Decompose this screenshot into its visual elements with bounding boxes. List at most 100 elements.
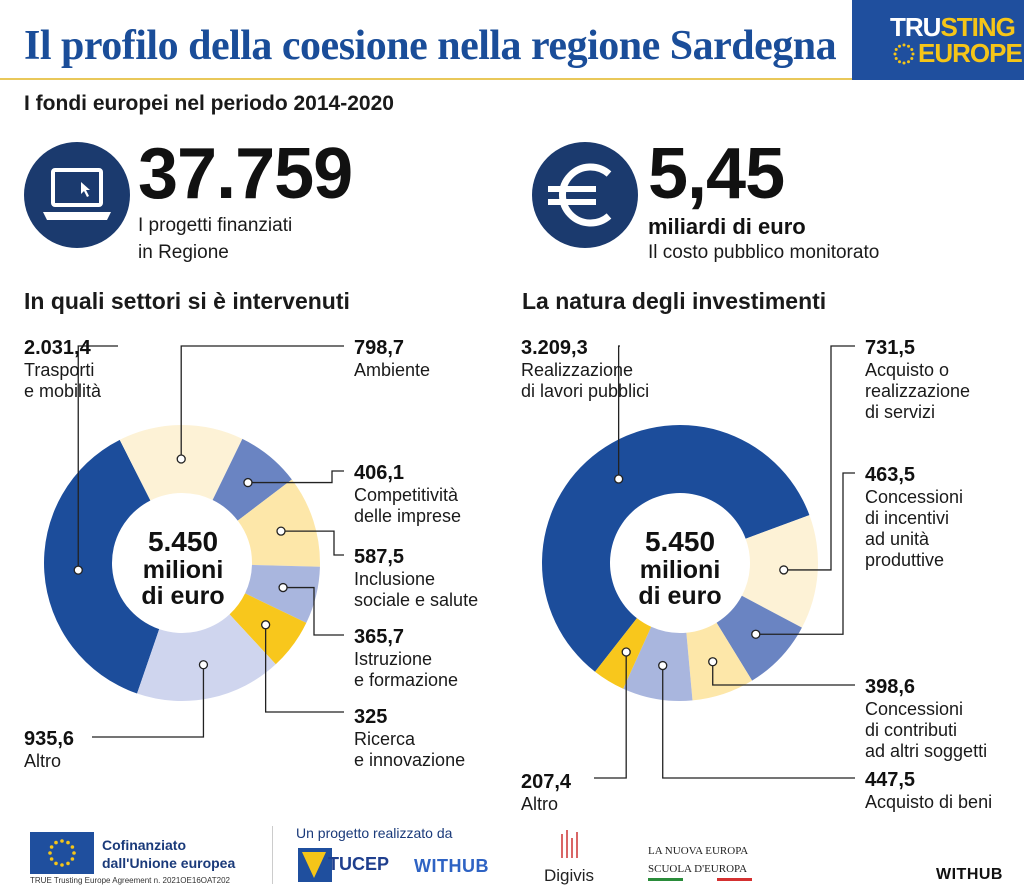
chart1-donut [43,345,344,738]
chart1-name-ambiente: Ambiente [354,360,431,380]
chart2-name-servizi: Acquisto o realizzazione di servizi [865,360,971,422]
subtitle: I fondi europei nel periodo 2014-2020 [24,92,394,115]
chart1-value-inclusione: 587,5 [354,546,405,568]
chart1-label-inclusione: 587,5 Inclusione sociale e salute [354,545,478,611]
chart1-slice-4 [245,564,320,623]
eu-stars-icon [893,43,915,65]
chart1-name-competitivita: Competitività delle imprese [354,485,462,526]
digivis-mark-icon [561,830,578,858]
footer-divider [272,826,273,884]
chart1-leader-dot-4 [278,582,288,593]
euro-icon [532,142,638,248]
chart2-leader-dot-1 [779,565,789,575]
chart2-leader-dot-3 [708,657,718,667]
chart2-name-incentivi: Concessioni di incentivi ad unità produt… [865,487,964,570]
chart2-leader-2 [755,472,855,635]
chart2-leader-dot-4 [658,660,668,671]
chart1-leader-dot-1 [176,454,186,464]
chart1-value-ricerca: 325 [354,706,388,728]
chart1-center-label: 5.450 milioni di euro [118,526,248,610]
laptop-icon [24,142,130,248]
chart2-value-contributi: 398,6 [865,676,916,698]
chart2-center-value: 5.450 [644,526,716,557]
chart2-name-beni: Acquisto di beni [865,792,993,812]
project-by: Un progetto realizzato da [296,825,453,841]
chart1-leader-dot-6 [198,660,209,670]
chart1-label-competitivita: 406,1 Competitività delle imprese [354,461,461,527]
projects-label-1: I progetti finanziati [138,215,293,236]
chart2-name-lavori: Realizzazione di lavori pubblici [521,360,650,401]
chart2-center-unit-2: di euro [638,582,722,610]
chart2-value-servizi: 731,5 [865,337,916,359]
eu-flag [30,832,94,874]
chart1-slice-3 [237,479,320,567]
chart1-slice-2 [212,438,292,521]
title-underline [0,78,852,80]
chart2-value-incentivi: 463,5 [865,464,916,486]
chart2-leader-0 [617,345,620,480]
withub-logo: WITHUB [414,856,489,876]
brand-logo-line1: TRUSTING [890,12,1016,42]
chart2-name-altro: Altro [521,794,559,814]
chart1-leader-0 [77,345,118,571]
chart2-slice-0 [541,424,810,672]
chart1-label-ricerca: 325 Ricerca e innovazione [354,705,465,771]
chart1-leader-dot-3 [276,526,286,536]
chart2-leader-dot-0 [613,474,624,484]
chart2-slice-2 [716,595,802,681]
chart1-value-altro: 935,6 [24,728,75,750]
chart2-leader-5 [594,651,627,779]
chart1-leader-6 [92,664,205,738]
chart2-slice-3 [686,622,753,701]
chart1-slice-6 [137,614,276,701]
chart2-donut [541,345,855,779]
chart1-leader-4 [283,586,344,636]
brand-box [852,0,1024,80]
chart1-value-trasporti: 2.031,4 [24,337,91,359]
chart1-leader-5 [264,624,344,713]
chart2-label-servizi: 731,5 Acquisto o realizzazione di serviz… [865,336,970,423]
chart1-leader-2 [247,470,344,484]
chart1-leader-dot-0 [73,565,83,575]
eu-flag-stars-icon [48,839,76,867]
tucep-mark-icon [298,848,332,882]
chart2-label-lavori: 3.209,3 Realizzazione di lavori pubblici [521,336,649,402]
chart2-slice-4 [623,626,693,701]
chart2-center-unit-1: milioni [639,556,721,584]
chart1-center-value: 5.450 [147,526,219,557]
cost-unit: miliardi di euro [648,214,806,239]
chart2-leader-3 [712,661,855,686]
digivis-logo: Digivis [544,866,595,885]
page-title: Il profilo della coesione nella regione … [24,23,837,69]
chart2-leader-1 [783,345,855,571]
chart1-leader-3 [281,530,344,556]
chart2-center-label: 5.450 milioni di euro [615,526,745,610]
withub-logo-right: WITHUB [936,866,1003,883]
chart1-value-ambiente: 798,7 [354,337,405,359]
chart2-value-lavori: 3.209,3 [521,337,588,359]
chart2-title: La natura degli investimenti [522,288,827,314]
chart2-label-contributi: 398,6 Concessioni di contributi ad altri… [865,675,987,762]
projects-count: 37.759 [138,134,353,214]
chart1-slice-0 [43,439,160,694]
chart2-label-altro: 207,4 Altro [521,770,571,815]
chart1-name-istruzione: Istruzione e formazione [354,649,459,690]
chart1-label-trasporti: 2.031,4 Trasporti e mobilità [24,336,101,402]
chart1-label-istruzione: 365,7 Istruzione e formazione [354,625,458,691]
agreement-text: TRUE Trusting Europe Agreement n. 2021OE… [30,876,230,885]
chart1-value-istruzione: 365,7 [354,626,405,648]
chart1-leader-dot-5 [260,620,271,630]
tucep-logo: TUCEP [298,848,389,882]
projects-label-2: in Regione [138,242,229,263]
chart1-name-altro: Altro [24,751,62,771]
chart1-value-competitivita: 406,1 [354,462,405,484]
chart2-label-incentivi: 463,5 Concessioni di incentivi ad unità … [865,463,963,571]
chart1-name-trasporti: Trasporti e mobilità [24,360,102,401]
chart2-leader-dot-5 [621,647,631,657]
chart1-title: In quali settori si è intervenuti [24,288,350,314]
chart2-label-beni: 447,5 Acquisto di beni [865,768,992,813]
chart1-center-unit-1: milioni [142,556,224,584]
chart1-leader-dot-2 [243,477,253,488]
cost-label: Il costo pubblico monitorato [648,242,880,263]
